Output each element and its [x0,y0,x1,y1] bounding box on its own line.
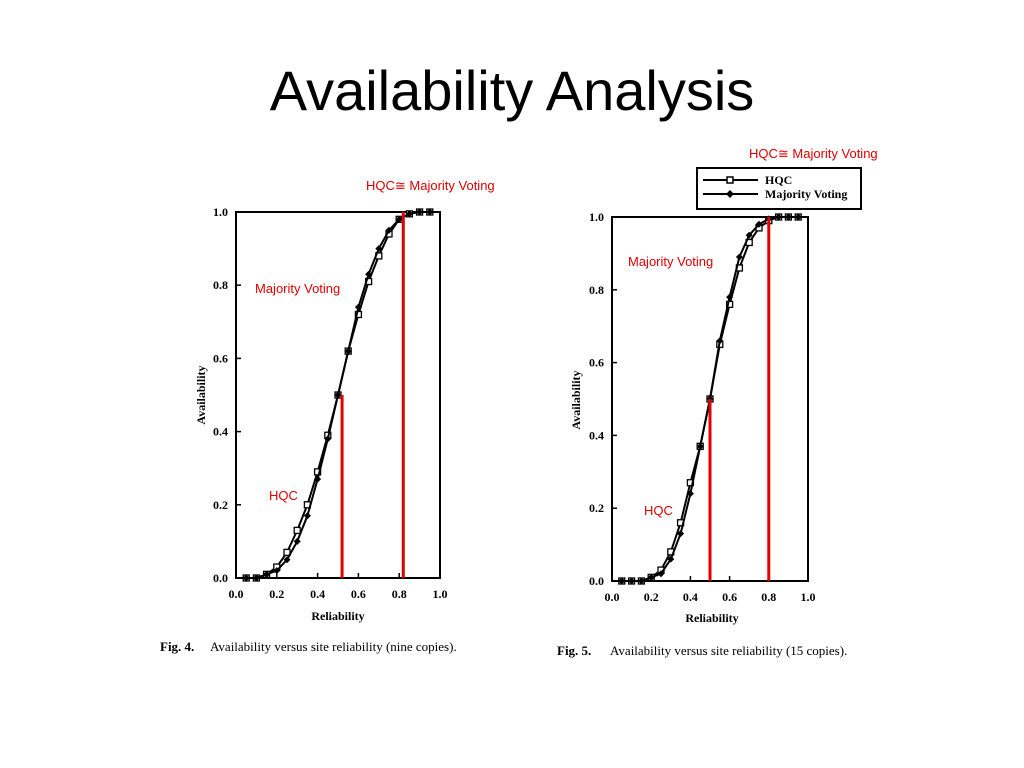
y-tick-label: 0.2 [213,498,228,512]
data-point-majority-voting [375,245,383,253]
legend: HQC Majority Voting [696,167,862,210]
x-tick-label: 1.0 [801,590,816,604]
x-tick-label: 0.6 [722,590,737,604]
data-point-majority-voting [385,226,393,234]
figure-caption-text: Availability versus site reliability (15… [610,643,847,658]
data-point-majority-voting [324,435,332,443]
y-tick-label: 0.4 [589,428,604,442]
data-point-majority-voting [716,337,724,345]
data-point-majority-voting [618,577,626,585]
figure-4-chart: 0.0 0.2 0.4 0.6 0.8 1.0 0.0 0.2 0.4 0.6 0.8 1.0 Av… [160,178,495,654]
data-point-majority-voting [647,573,655,581]
data-point-majority-voting [667,555,675,563]
slide-title: Availability Analysis [269,59,755,122]
x-tick-label: 0.0 [605,590,620,604]
legend-box [696,167,862,210]
red-marker-lines [708,217,771,581]
y-tick-label: 1.0 [589,210,604,224]
legend-marker-hqc [726,176,734,184]
data-point-majority-voting [686,490,694,498]
y-tick-labels: 0.0 0.2 0.4 0.6 0.8 1.0 [589,210,604,588]
data-point-majority-voting [344,347,352,355]
data-point-majority-voting [365,270,373,278]
data-point-majority-voting [426,208,434,216]
data-point-majority-voting [794,213,802,221]
data-point-majority-voting [242,574,250,582]
y-tick-label: 0.0 [589,574,604,588]
data-point-majority-voting [283,556,291,564]
x-axis-label: Reliability [685,611,738,625]
legend-label-hqc: HQC [765,173,792,187]
x-tick-label: 0.4 [683,590,698,604]
y-tick-label: 0.8 [589,283,604,297]
x-tick-label: 0.8 [392,587,407,601]
y-tick-label: 1.0 [213,205,228,219]
x-tick-label: 1.0 [433,587,448,601]
data-point-hqc [313,468,322,476]
data-point-majority-voting [755,220,763,228]
legend-marker-majority [726,190,734,198]
tick-marks [235,211,441,579]
data-point-majority-voting [293,537,301,545]
y-tick-label: 0.0 [213,571,228,585]
figure-caption-number: Fig. 4. [160,639,194,654]
x-tick-labels: 0.0 0.2 0.4 0.6 0.8 1.0 [229,587,448,601]
data-point-majority-voting [745,231,753,239]
data-point-majority-voting [252,574,260,582]
data-point-majority-voting [726,293,734,301]
data-point-majority-voting [775,213,783,221]
data-point-majority-voting [628,577,636,585]
data-point-hqc [293,526,301,535]
data-point-majority-voting [334,391,342,399]
annotation-hqc: HQC [644,503,673,518]
red-marker-lines [340,212,405,578]
x-tick-label: 0.4 [310,587,325,601]
figure-5-chart: 0.0 0.2 0.4 0.6 0.8 1.0 0.0 0.2 0.4 0.6 0.8 1.0 Av… [557,146,878,658]
data-point-majority-voting [273,567,281,575]
x-tick-label: 0.0 [229,587,244,601]
x-tick-labels: 0.0 0.2 0.4 0.6 0.8 1.0 [605,590,816,604]
y-axis-label: Availability [569,370,583,429]
annotation-hqc-equal-majority: HQC≅ Majority Voting [366,178,495,193]
legend-label-majority: Majority Voting [765,187,847,201]
data-point-majority-voting [314,475,322,483]
x-axis-label: Reliability [311,609,364,623]
y-tick-label: 0.6 [589,356,604,370]
data-point-majority-voting [637,577,645,585]
data-point-majority-voting [263,570,271,578]
x-tick-label: 0.6 [351,587,366,601]
data-point-majority-voting [303,512,311,520]
annotation-hqc-equal-majority: HQC≅ Majority Voting [749,146,878,161]
annotation-hqc: HQC [269,488,298,503]
y-tick-labels: 0.0 0.2 0.4 0.6 0.8 1.0 [213,205,228,585]
data-point-majority-voting [696,442,704,450]
x-tick-label: 0.8 [761,590,776,604]
y-tick-label: 0.2 [589,501,604,515]
data-point-majority-voting [657,570,665,578]
x-tick-label: 0.2 [644,590,659,604]
data-point-majority-voting [735,253,743,261]
series-layer [242,208,434,582]
data-point-majority-voting [416,208,424,216]
figure-caption-text: Availability versus site reliability (ni… [210,639,457,654]
y-tick-label: 0.6 [213,351,228,365]
y-tick-label: 0.8 [213,278,228,292]
y-axis-label: Availability [194,365,208,424]
data-point-majority-voting [354,303,362,311]
data-point-majority-voting [677,530,685,538]
data-point-majority-voting [405,210,413,218]
y-tick-label: 0.4 [213,425,228,439]
x-tick-label: 0.2 [269,587,284,601]
annotation-majority-voting: Majority Voting [255,281,340,296]
data-point-majority-voting [784,213,792,221]
data-point-majority-voting [395,215,403,223]
figure-caption-number: Fig. 5. [557,643,591,658]
annotation-majority-voting: Majority Voting [628,254,713,269]
plot-frame [235,211,441,579]
